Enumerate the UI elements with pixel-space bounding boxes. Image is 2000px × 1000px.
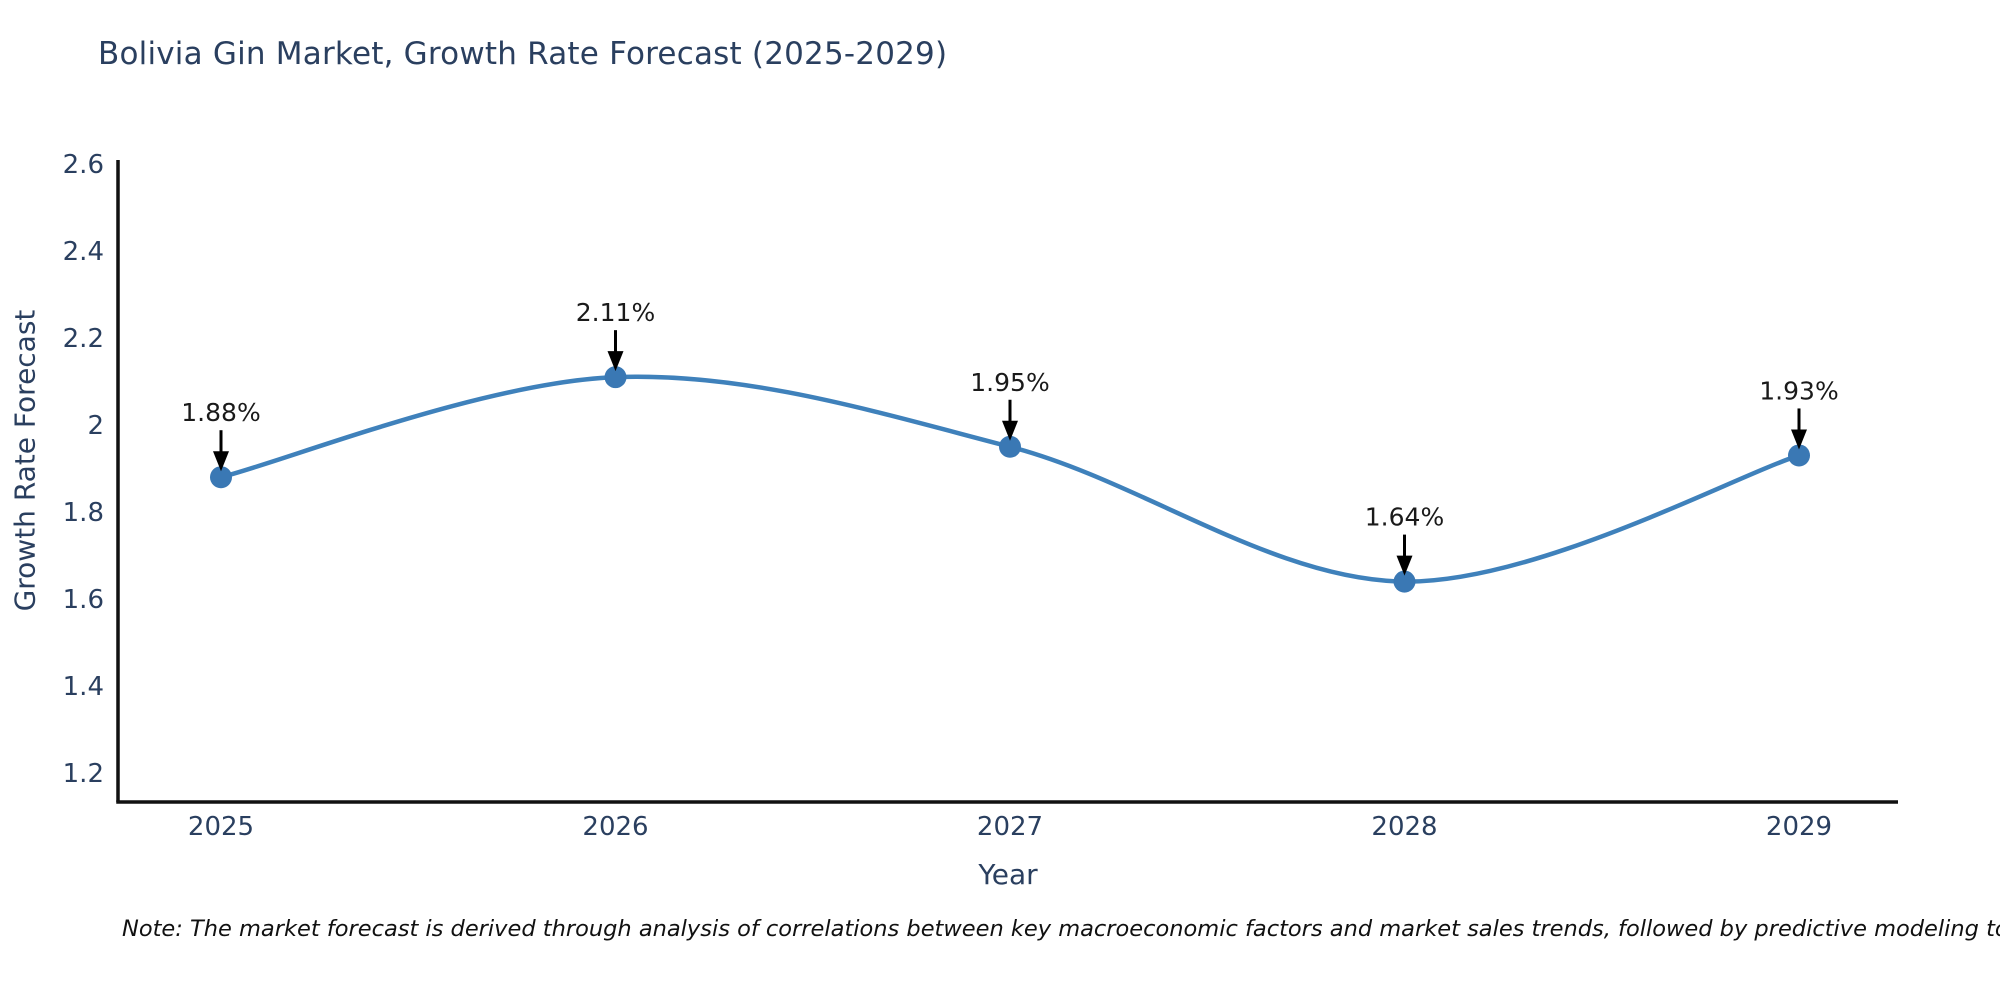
x-tick-label: 2028 xyxy=(1371,812,1437,842)
y-tick-label: 2.2 xyxy=(63,324,104,354)
y-tick-label: 2 xyxy=(87,411,104,441)
chart-title: Bolivia Gin Market, Growth Rate Forecast… xyxy=(98,36,948,72)
data-point xyxy=(210,466,232,489)
footnote: Note: The market forecast is derived thr… xyxy=(122,916,2000,942)
data-point xyxy=(604,366,627,389)
y-tick-label: 1.4 xyxy=(63,672,104,702)
x-tick-label: 2025 xyxy=(188,812,254,842)
annotation-arrow-head xyxy=(1396,555,1413,576)
y-tick-label: 2.4 xyxy=(63,237,104,267)
annotation-label: 1.95% xyxy=(970,368,1049,397)
y-tick-label: 1.8 xyxy=(63,498,104,528)
annotation-arrow-head xyxy=(1791,429,1807,450)
annotation-label: 1.64% xyxy=(1365,503,1444,532)
y-tick-label: 1.6 xyxy=(63,585,104,615)
annotation-label: 1.93% xyxy=(1759,376,1838,405)
annotation-label: 2.11% xyxy=(576,298,655,327)
data-point xyxy=(1393,570,1416,593)
x-axis-title: Year xyxy=(978,858,1038,891)
x-tick-label: 2029 xyxy=(1766,812,1832,842)
y-axis-title-text: Growth Rate Forecast xyxy=(8,309,42,612)
annotation-label: 1.88% xyxy=(181,398,260,427)
x-tick-label: 2027 xyxy=(977,812,1043,842)
annotation-arrow-head xyxy=(607,351,624,372)
annotation-arrow-head xyxy=(213,451,229,472)
x-tick-label: 2026 xyxy=(582,812,648,842)
y-tick-label: 2.6 xyxy=(63,150,104,180)
y-tick-label: 1.2 xyxy=(63,759,104,789)
annotation-arrow-head xyxy=(1002,420,1018,441)
data-point xyxy=(1788,444,1810,467)
data-point xyxy=(999,435,1021,458)
